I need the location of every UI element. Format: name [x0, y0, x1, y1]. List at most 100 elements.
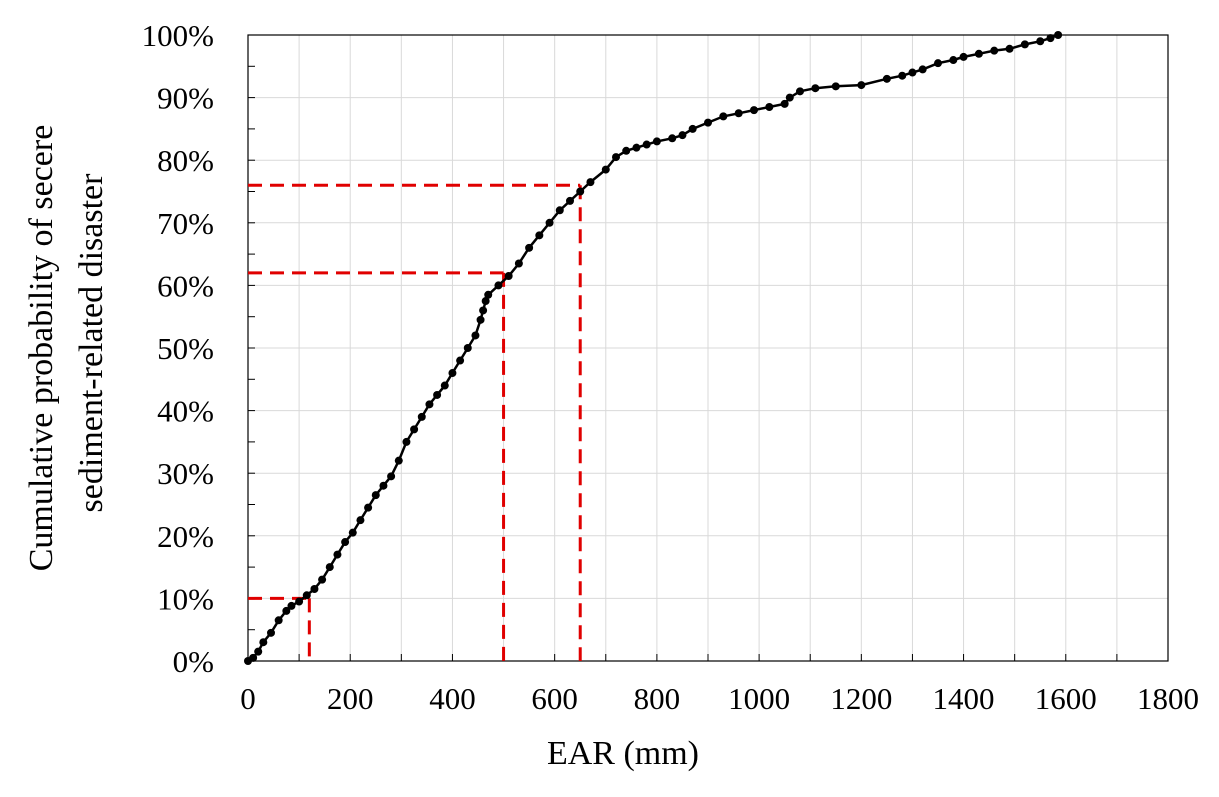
data-point: [908, 68, 917, 77]
y-tick-label: 30%: [157, 456, 214, 491]
data-point: [479, 306, 488, 315]
data-point: [545, 218, 554, 227]
data-point: [652, 137, 661, 146]
y-tick-label: 100%: [142, 18, 214, 53]
data-point: [525, 243, 534, 252]
data-point: [1020, 40, 1029, 49]
data-point: [254, 647, 263, 656]
y-axis-title-line-2: sediment-related disaster: [73, 173, 110, 513]
data-point: [990, 46, 999, 55]
data-point: [586, 178, 595, 187]
data-point: [287, 601, 296, 610]
data-point: [295, 597, 304, 606]
data-point: [678, 131, 687, 140]
data-point: [796, 87, 804, 96]
data-point: [622, 146, 631, 155]
x-tick-label: 0: [240, 681, 256, 716]
data-point: [612, 153, 620, 162]
data-point: [949, 56, 958, 65]
data-point: [481, 297, 490, 306]
data-point: [811, 84, 820, 93]
x-tick-label: 1000: [728, 681, 790, 716]
data-point: [471, 331, 480, 340]
data-point: [642, 140, 651, 149]
x-tick-label: 200: [327, 681, 374, 716]
x-axis-title: EAR (mm): [547, 735, 699, 772]
data-point: [601, 165, 610, 174]
data-point: [750, 106, 758, 115]
data-point: [282, 606, 291, 615]
data-point: [341, 538, 350, 547]
data-point: [857, 81, 866, 90]
data-point: [632, 143, 641, 152]
data-point: [440, 381, 449, 390]
data-point: [831, 82, 840, 91]
data-point: [934, 59, 942, 68]
x-tick-label: 400: [429, 681, 476, 716]
data-point: [555, 206, 564, 215]
data-point: [514, 259, 523, 268]
x-tick-label: 1400: [933, 681, 995, 716]
y-tick-label: 60%: [157, 268, 214, 303]
data-point: [1046, 34, 1055, 43]
y-tick-labels: 0% 10% 20% 30% 40% 50% 60% 70% 80% 90% 100%: [142, 18, 214, 679]
x-tick-label: 1800: [1137, 681, 1199, 716]
x-tick-labels: 0 200 400 600 800 1000 1200 1400 1600 1800: [240, 681, 1199, 716]
grid-lines: [248, 35, 1168, 661]
data-point: [734, 109, 743, 118]
data-point: [274, 616, 283, 625]
data-point: [974, 49, 983, 58]
data-point: [318, 575, 327, 584]
data-point: [310, 585, 319, 594]
data-point: [918, 65, 927, 74]
data-point: [668, 134, 677, 143]
x-tick-label: 800: [634, 681, 681, 716]
data-point: [566, 196, 574, 205]
data-point: [425, 400, 434, 409]
data-point: [249, 653, 258, 662]
data-point: [348, 528, 357, 537]
y-tick-label: 90%: [157, 81, 214, 116]
data-point: [494, 281, 503, 290]
data-point: [1036, 37, 1045, 46]
data-point: [704, 118, 712, 127]
data-point: [576, 187, 585, 196]
data-point: [364, 503, 373, 512]
data-point: [371, 491, 380, 500]
x-tick-label: 600: [531, 681, 578, 716]
data-point: [410, 425, 419, 434]
data-point: [402, 437, 411, 446]
data-point: [780, 99, 789, 108]
y-tick-label: 80%: [157, 143, 214, 178]
data-point: [387, 472, 396, 481]
data-point: [267, 628, 275, 637]
data-point: [259, 638, 268, 647]
data-point: [688, 124, 697, 133]
data-point: [1054, 31, 1063, 39]
y-tick-label: 10%: [157, 581, 214, 616]
data-point: [882, 74, 891, 83]
data-point: [504, 272, 513, 281]
data-point: [484, 290, 493, 299]
y-tick-label: 0%: [173, 644, 214, 679]
data-series: [244, 31, 1063, 665]
data-point: [333, 550, 342, 559]
data-point: [765, 102, 774, 111]
data-point: [448, 369, 457, 378]
data-point: [325, 563, 334, 572]
data-point: [433, 390, 442, 399]
data-point: [898, 71, 907, 80]
x-tick-label: 1200: [830, 681, 892, 716]
data-point: [302, 591, 311, 600]
reference-lines: [248, 183, 582, 661]
data-point: [476, 315, 485, 324]
data-point: [456, 356, 465, 365]
data-point: [535, 231, 544, 240]
data-point: [394, 456, 403, 465]
data-point: [417, 412, 426, 421]
y-tick-label: 70%: [157, 206, 214, 241]
y-tick-label: 50%: [157, 331, 214, 366]
data-point: [785, 93, 794, 102]
data-point: [463, 344, 472, 352]
